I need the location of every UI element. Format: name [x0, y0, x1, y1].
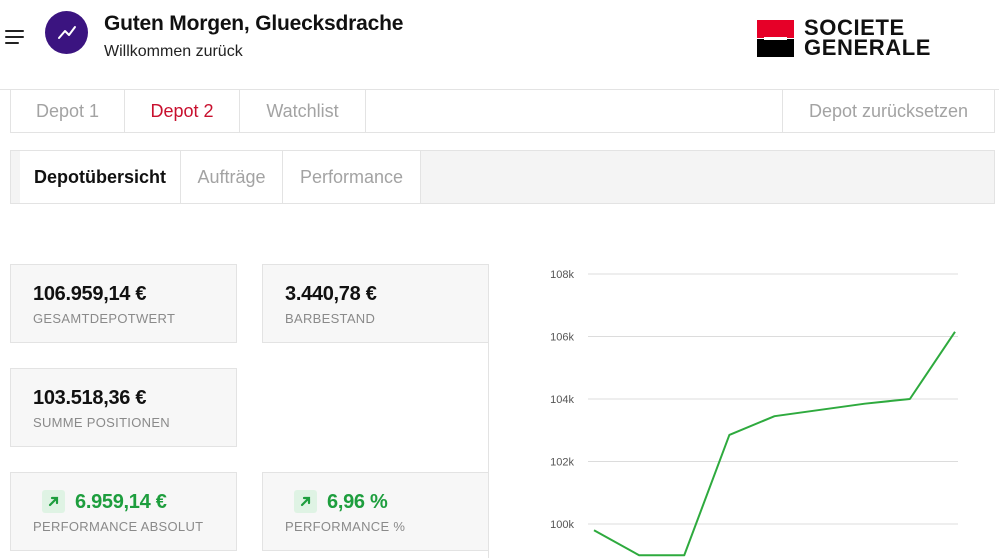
- tab-depotuebersicht[interactable]: Depotübersicht: [20, 151, 181, 203]
- tab-depot-2[interactable]: Depot 2: [125, 90, 240, 132]
- performance-prozent-value: 6,96 %: [327, 491, 388, 513]
- arrow-up-right-icon: [294, 490, 317, 513]
- card-barbestand: 3.440,78 € BARBESTAND: [262, 264, 489, 343]
- tab-watchlist[interactable]: Watchlist: [240, 90, 366, 132]
- performance-absolut-value: 6.959,14 €: [75, 491, 167, 513]
- gesamtdepotwert-label: GESAMTDEPOTWERT: [33, 311, 176, 326]
- card-performance-prozent: 6,96 % PERFORMANCE %: [262, 472, 489, 551]
- logo-mark: [757, 19, 794, 57]
- y-tick-label: 106k: [550, 332, 574, 344]
- reset-depot-button[interactable]: Depot zurücksetzen: [782, 90, 994, 132]
- y-tick-label: 102k: [550, 457, 574, 469]
- card-summe-positionen: 103.518,36 € SUMME POSITIONEN: [10, 368, 237, 447]
- societe-generale-logo: SOCIETE GENERALE: [757, 15, 932, 60]
- app-header: Guten Morgen, Gluecksdrache Willkommen z…: [0, 0, 999, 90]
- card-performance-absolut: 6.959,14 € PERFORMANCE ABSOLUT: [10, 472, 237, 551]
- depot-value-chart: 100k 102k 104k 106k 108k: [550, 269, 958, 557]
- greeting-subtitle: Willkommen zurück: [104, 43, 243, 60]
- y-tick-label: 108k: [550, 269, 574, 281]
- avatar[interactable]: [45, 11, 88, 54]
- performance-absolut-label: PERFORMANCE ABSOLUT: [33, 519, 204, 534]
- arrow-up-right-icon: [42, 490, 65, 513]
- y-tick-label: 100k: [550, 519, 574, 531]
- greeting-title: Guten Morgen, Gluecksdrache: [104, 12, 404, 35]
- trending-up-icon: [57, 25, 76, 39]
- performance-prozent-label: PERFORMANCE %: [285, 519, 406, 534]
- tab-depot-1[interactable]: Depot 1: [11, 90, 125, 132]
- y-tick-label: 104k: [550, 394, 574, 406]
- menu-icon[interactable]: [5, 29, 25, 45]
- logo-text: SOCIETE GENERALE: [804, 15, 932, 60]
- series-line: [593, 331, 956, 557]
- card-gesamtdepotwert: 106.959,14 € GESAMTDEPOTWERT: [10, 264, 237, 343]
- tab-auftraege[interactable]: Aufträge: [181, 151, 283, 203]
- summe-positionen-value: 103.518,36 €: [33, 387, 147, 409]
- summe-positionen-label: SUMME POSITIONEN: [33, 415, 170, 430]
- barbestand-value: 3.440,78 €: [285, 283, 377, 305]
- column-divider: [488, 264, 489, 558]
- sub-tabs: Depotübersicht Aufträge Performance: [10, 150, 995, 204]
- barbestand-label: BARBESTAND: [285, 311, 376, 326]
- depot-tabs: Depot 1 Depot 2 Watchlist Depot zurückse…: [10, 90, 995, 133]
- tab-performance[interactable]: Performance: [283, 151, 421, 203]
- gesamtdepotwert-value: 106.959,14 €: [33, 283, 147, 305]
